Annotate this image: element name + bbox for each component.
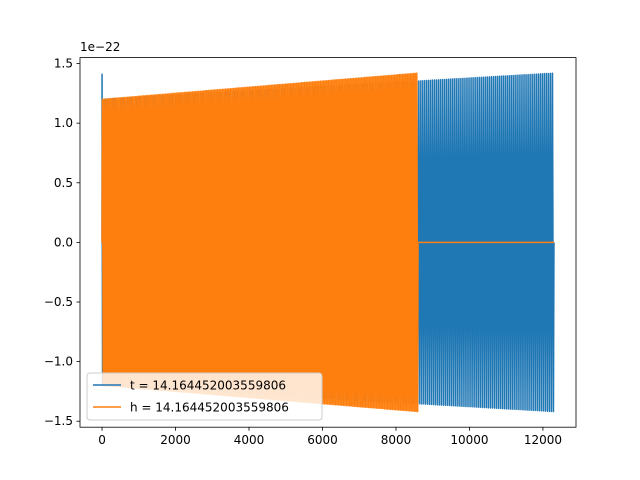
x-tick-label: 12000 [524,433,562,447]
y-tick-label: 1.5 [54,57,73,71]
legend-label-h: h = 14.164452003559806 [130,401,289,415]
y-tick-label: −1.0 [44,355,73,369]
x-tick-label: 8000 [381,433,412,447]
legend: t = 14.164452003559806 h = 14.1644520035… [86,372,323,421]
x-tick-label: 10000 [450,433,488,447]
legend-label-t: t = 14.164452003559806 [130,379,286,393]
series-layer [101,72,555,413]
legend-box [86,372,323,421]
y-tick-label: −1.5 [44,414,73,428]
y-tick-label: 0.0 [54,235,73,249]
y-tick-label: 0.5 [54,176,73,190]
x-axis-ticks: 0 2000 4000 6000 8000 10000 12000 [98,427,562,447]
y-offset-label: 1e−22 [80,40,120,54]
series-line-h [101,72,419,413]
x-tick-label: 0 [98,433,106,447]
x-tick-label: 2000 [160,433,191,447]
x-tick-label: 6000 [307,433,338,447]
y-axis-ticks: −1.5 −1.0 −0.5 0.0 0.5 1.0 1.5 [44,57,80,428]
x-tick-label: 4000 [234,433,265,447]
y-tick-label: −0.5 [44,295,73,309]
y-tick-label: 1.0 [54,116,73,130]
